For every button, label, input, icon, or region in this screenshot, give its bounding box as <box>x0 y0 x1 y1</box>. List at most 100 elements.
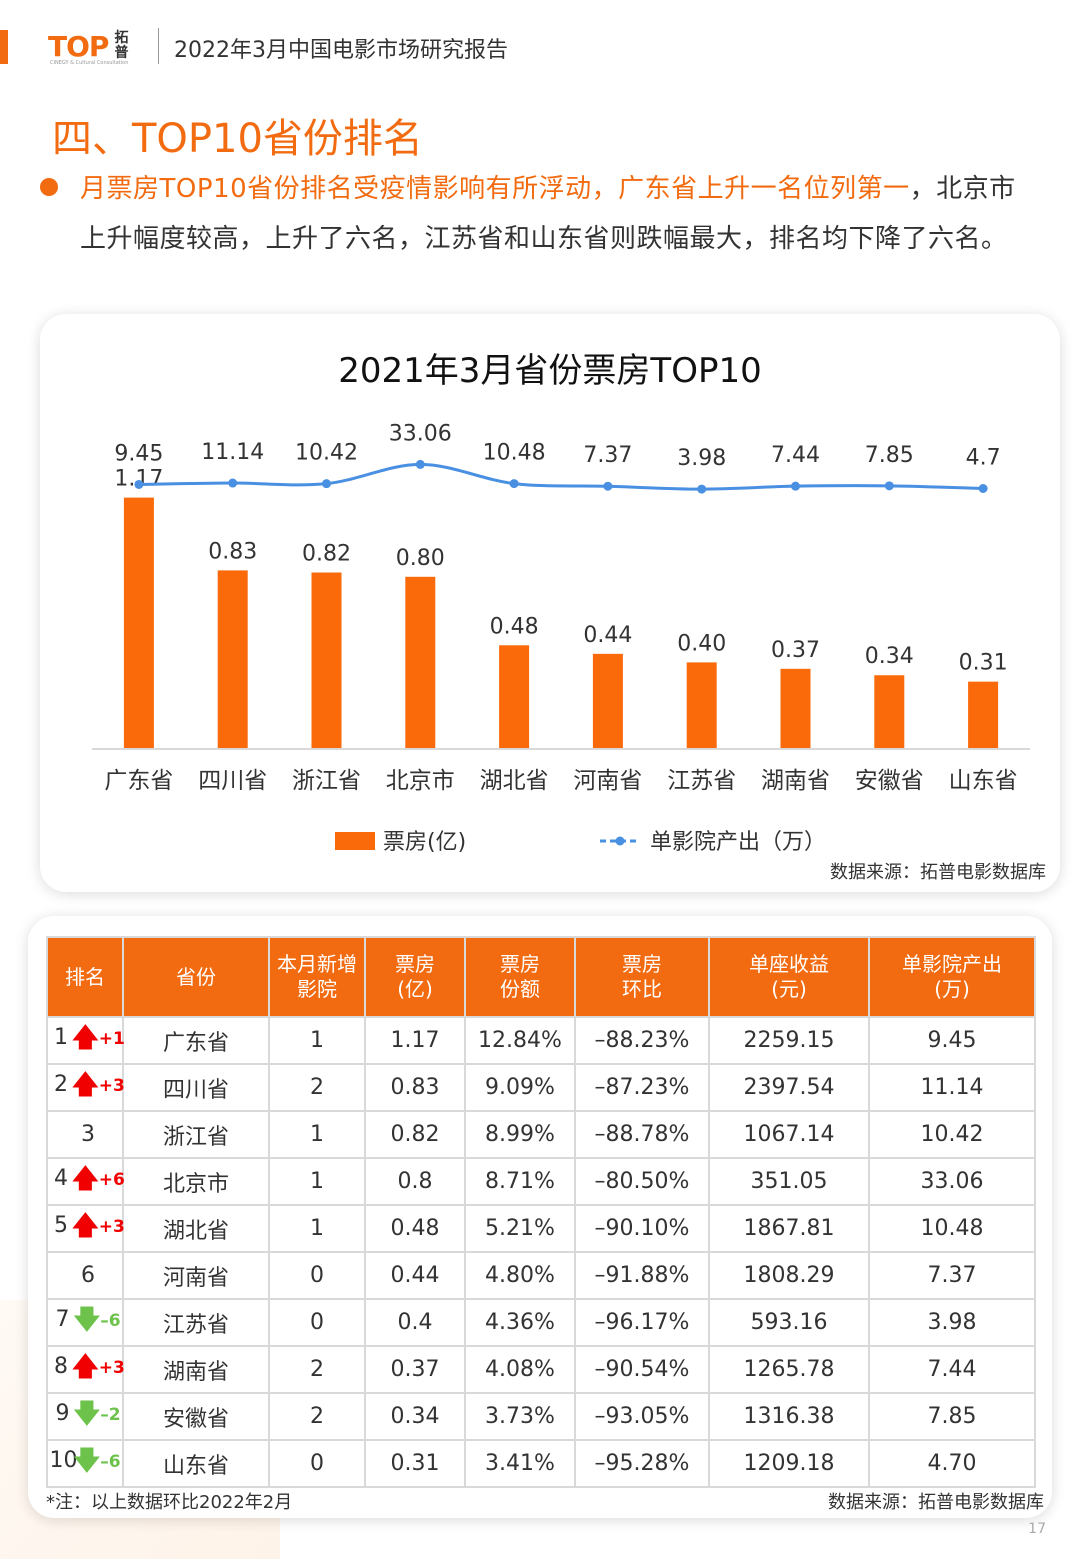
arrow-up-icon: 🡅 <box>72 1022 99 1053</box>
header-cell: 单座收益 (元) <box>708 936 870 1018</box>
rank-cell: 1 🡅+1 <box>46 1016 125 1065</box>
bar-河南省 <box>592 653 623 748</box>
bar-山东省 <box>968 681 999 748</box>
line-series-output <box>138 462 984 491</box>
line-label: 9.45 <box>114 441 163 466</box>
box-office-cell: 0.34 <box>364 1392 466 1441</box>
rank-change: +3 <box>98 1075 125 1096</box>
line-label: 4.7 <box>966 446 1001 471</box>
table-note: *注：以上数据环比2022年2月 <box>46 1492 293 1513</box>
seat-revenue-cell: 1316.38 <box>708 1392 870 1441</box>
header-cell: 票房 环比 <box>574 936 710 1018</box>
new-cinemas-cell: 2 <box>268 1392 366 1441</box>
rank-number: 2 <box>54 1071 68 1097</box>
province-cell: 北京市 <box>122 1157 270 1206</box>
summary-paragraph: 月票房TOP10省份排名受疫情影响有所浮动，广东省上升一名位列第一，北京市上升幅… <box>80 164 1030 264</box>
share-cell: 4.80% <box>464 1251 576 1300</box>
arrow-down-icon: 🡇 <box>73 1398 101 1429</box>
rank-cell: 9 🡇–2 <box>46 1392 124 1441</box>
line-point-广东省 <box>134 479 144 489</box>
box-office-cell: 0.82 <box>364 1110 466 1159</box>
bar-浙江省 <box>311 572 342 748</box>
rank-change: +6 <box>98 1169 125 1190</box>
header-cell: 本月新增 影院 <box>268 936 366 1018</box>
table-row: 1 🡅+1 广东省 1 1.17 12.84% –88.23% 2259.15 9.45 <box>46 1016 1036 1065</box>
bar-label: 0.80 <box>396 546 445 571</box>
category-label: 浙江省 <box>292 768 361 794</box>
bar-label: 0.48 <box>490 614 539 639</box>
top-logo: TOP 拓普 <box>48 28 148 64</box>
rank-cell: 7 🡇–6 <box>46 1298 124 1347</box>
category-label: 安徽省 <box>855 768 924 794</box>
cinema-output-cell: 33.06 <box>868 1157 1036 1206</box>
rank-cell: 2 🡅+3 <box>46 1063 125 1112</box>
province-cell: 湖南省 <box>122 1345 270 1394</box>
mom-cell: –91.88% <box>574 1251 710 1300</box>
box-office-cell: 0.8 <box>364 1157 466 1206</box>
seat-revenue-cell: 1067.14 <box>708 1110 870 1159</box>
bar-安徽省 <box>874 675 905 748</box>
seat-revenue-cell: 1265.78 <box>708 1345 870 1394</box>
line-label: 7.44 <box>771 443 820 468</box>
line-label: 10.42 <box>295 441 358 466</box>
rank-change: +3 <box>98 1357 125 1378</box>
report-title: 2022年3月中国电影市场研究报告 <box>174 38 508 63</box>
share-cell: 5.21% <box>464 1204 576 1253</box>
rank-number: 8 <box>54 1353 68 1379</box>
seat-revenue-cell: 351.05 <box>708 1157 870 1206</box>
seat-revenue-cell: 1209.18 <box>708 1439 870 1488</box>
province-cell: 浙江省 <box>122 1110 270 1159</box>
table-row: 9 🡇–2 安徽省 2 0.34 3.73% –93.05% 1316.38 7.85 <box>46 1392 1036 1441</box>
logo-chinese: 拓普 <box>114 30 129 61</box>
mom-cell: –87.23% <box>574 1063 710 1112</box>
new-cinemas-cell: 2 <box>268 1063 366 1112</box>
bar-湖北省 <box>499 645 530 748</box>
table-row: 5 🡅+3 湖北省 1 0.48 5.21% –90.10% 1867.81 10.48 <box>46 1204 1036 1253</box>
table-row: 2 🡅+3 四川省 2 0.83 9.09% –87.23% 2397.54 11.14 <box>46 1063 1036 1112</box>
province-cell: 四川省 <box>122 1063 270 1112</box>
line-label: 33.06 <box>389 421 452 446</box>
province-cell: 河南省 <box>122 1251 270 1300</box>
mom-cell: –80.50% <box>574 1157 710 1206</box>
box-office-cell: 0.83 <box>364 1063 466 1112</box>
table-row: 3 浙江省 1 0.82 8.99% –88.78% 1067.14 10.42 <box>46 1110 1036 1159</box>
cinema-output-cell: 7.37 <box>868 1251 1036 1300</box>
seat-revenue-cell: 593.16 <box>708 1298 870 1347</box>
bullet-dot-icon <box>40 178 58 196</box>
province-cell: 安徽省 <box>122 1392 270 1441</box>
arrow-down-icon: 🡇 <box>73 1304 101 1335</box>
rank-change: +3 <box>98 1216 125 1237</box>
table-source: 数据来源：拓普电影数据库 <box>828 1492 1044 1513</box>
legend-line-label: 单影院产出（万） <box>650 830 826 855</box>
rank-number: 6 <box>81 1263 95 1288</box>
bar-label: 0.83 <box>208 539 257 564</box>
accent-bar <box>0 30 8 64</box>
bar-四川省 <box>217 570 248 748</box>
line-label: 10.48 <box>483 441 546 466</box>
bar-湖南省 <box>780 668 811 748</box>
mom-cell: –95.28% <box>574 1439 710 1488</box>
logo-subtitle: CINEGY & Cultural Consultation <box>50 60 129 66</box>
rank-number: 1 <box>54 1024 68 1050</box>
line-point-浙江省 <box>322 479 331 489</box>
bar-label: 0.44 <box>583 623 632 648</box>
header-cell: 排名 <box>46 936 124 1018</box>
new-cinemas-cell: 0 <box>268 1298 366 1347</box>
line-label: 7.37 <box>583 443 632 468</box>
box-office-cell: 0.48 <box>364 1204 466 1253</box>
rank-number: 4 <box>54 1165 68 1191</box>
rank-change: +1 <box>98 1028 125 1049</box>
cinema-output-cell: 4.70 <box>868 1439 1036 1488</box>
share-cell: 3.73% <box>464 1392 576 1441</box>
category-label: 广东省 <box>104 768 173 794</box>
box-office-cell: 0.44 <box>364 1251 466 1300</box>
rank-cell: 3 <box>46 1110 124 1159</box>
cinema-output-cell: 3.98 <box>868 1298 1036 1347</box>
share-cell: 3.41% <box>464 1439 576 1488</box>
category-label: 江苏省 <box>667 768 736 794</box>
box-office-cell: 0.31 <box>364 1439 466 1488</box>
header-cell: 票房 (亿) <box>364 936 466 1018</box>
bar-label: 0.31 <box>959 651 1008 676</box>
rank-number: 7 <box>55 1306 70 1332</box>
